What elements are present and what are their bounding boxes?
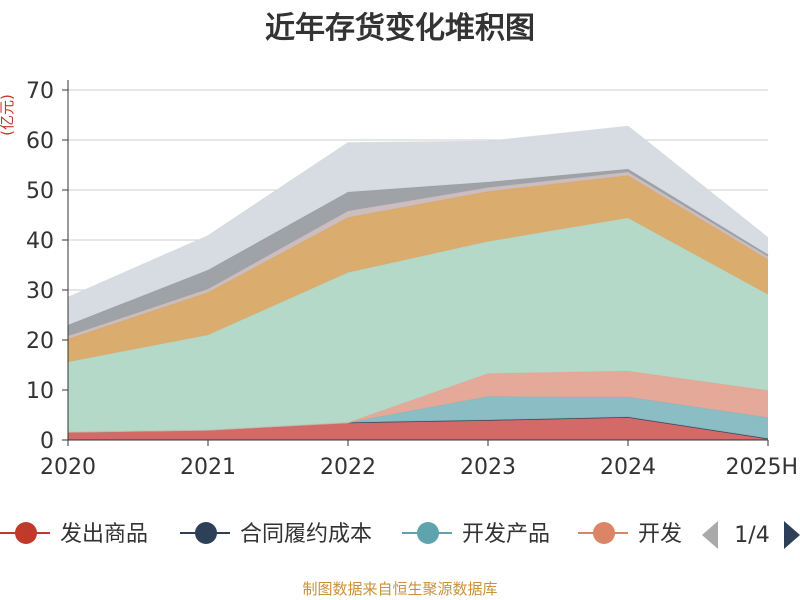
area-series-5 [68,175,768,362]
area-series-8 [68,126,768,325]
area-series-4 [68,218,768,432]
x-tick-label: 2021 [180,455,236,480]
legend-item: 开发 [578,522,682,547]
x-tick-label: 2020 [40,455,96,480]
y-tick-label: 60 [26,129,54,154]
stacked-areas [67,125,769,440]
legend-next-icon[interactable] [784,521,800,549]
x-tick-label: 2023 [460,455,516,480]
legend-clip [686,510,706,556]
y-tick-label: 70 [26,79,54,104]
y-tick-label: 40 [26,229,54,254]
legend-marker [195,522,217,544]
y-tick-label: 30 [26,279,54,304]
legend-label: 开发 [638,522,682,547]
y-tick-label: 10 [26,379,54,404]
legend-marker [15,522,37,544]
chart-title: 近年存货变化堆积图 [265,11,535,46]
x-tick-label: 2025H [725,455,798,480]
legend-item: 发出商品 [0,522,148,547]
legend-label: 合同履约成本 [240,522,372,547]
y-tick-label: 50 [26,179,54,204]
legend: 发出商品 合同履约成本 开发产品 开发 1/4 [0,510,800,556]
x-tick-label: 2024 [600,455,656,480]
area-series-0 [68,417,768,440]
legend-label: 发出商品 [60,522,148,547]
legend-page-indicator: 1/4 [734,523,769,548]
legend-label: 开发产品 [462,522,550,547]
legend-marker [417,522,439,544]
area-series-line-8 [67,125,769,299]
y-tick-label: 20 [26,329,54,354]
legend-item: 开发产品 [402,522,550,547]
y-tick-label: 0 [40,429,54,454]
y-axis-unit-label: (亿元) [0,94,16,136]
area-series-2 [68,396,768,439]
area-series-3 [68,371,768,432]
legend-prev-icon[interactable] [702,521,718,549]
x-tick-label: 2022 [320,455,376,480]
source-note: 制图数据来自恒生聚源数据库 [302,580,497,598]
axes: 0 10 20 30 40 50 60 70 2020 2021 2022 2023 2024 2025H [26,79,798,480]
legend-marker [593,522,615,544]
legend-item: 合同履约成本 [180,522,372,547]
